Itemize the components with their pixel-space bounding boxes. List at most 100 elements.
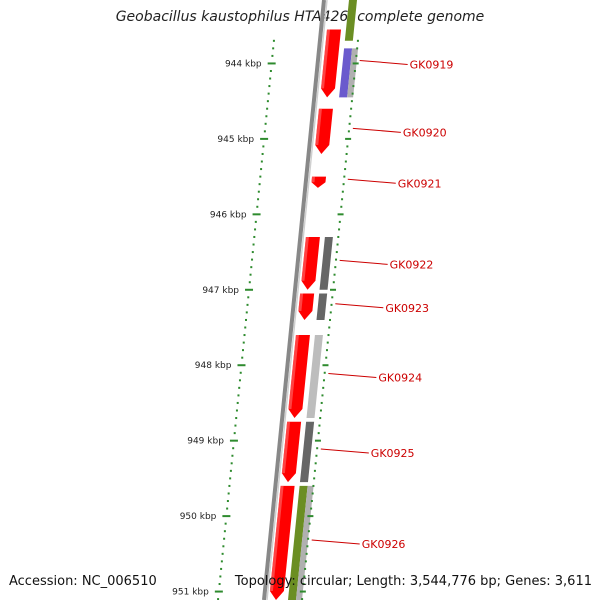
ruler-minor-dot [228,484,231,487]
gene-arrow-shine [315,108,322,145]
ruler-minor-dot [257,190,260,193]
ruler-minor-dot [238,379,241,382]
gene-label[interactable]: GK0921 [398,177,442,190]
track-tick [318,424,321,427]
gene-leader-line [347,178,396,184]
track-tick [315,454,318,457]
ruler-minor-dot [226,500,229,503]
gene-label[interactable]: GK0924 [378,372,422,385]
ruler-minor-dot [238,386,241,389]
track-tick [311,492,314,495]
gene-arrow[interactable] [288,335,310,419]
track-tick [301,598,304,600]
ruler-minor-dot [241,349,244,352]
track-tick [337,213,344,216]
ruler-minor-dot [223,530,226,533]
ruler-minor-dot [243,334,246,337]
gene-label[interactable]: GK0923 [385,302,429,315]
ruler-minor-dot [229,469,232,472]
track-tick [341,190,344,193]
ruler-minor-dot [262,145,265,148]
ruler-minor-dot [263,130,266,133]
genome-backbone [262,0,328,600]
track-tick [351,92,354,95]
ruler-tick-label: 945 kbp [217,135,254,145]
gene-label[interactable]: GK0925 [371,447,415,460]
kbp-ruler: 944 kbp 945 kbp 946 kbp 947 kbp 948 kbp 949 k… [172,39,359,600]
track-tick [348,122,351,125]
ruler-tick-label: 950 kbp [180,512,217,522]
ruler-minor-dot [236,401,239,404]
ruler-tick-label: 949 kbp [187,437,224,447]
track-tick [342,183,345,186]
ruler-minor-dot [245,318,248,321]
track-tick [329,311,332,314]
ruler-minor-dot [267,92,270,95]
track-tick [335,258,338,261]
ruler-minor-dot [241,356,244,359]
gene-arrow-shine [321,29,331,89]
track-tick [308,522,311,525]
ruler-minor-dot [242,341,245,344]
ruler-minor-dot [244,326,247,329]
gene-arrow-shine [311,176,316,183]
ruler-minor-dot [230,462,233,465]
gene-label[interactable]: GK0926 [362,538,406,551]
ruler-minor-dot [234,424,237,427]
ortholog-block [319,236,333,290]
backbone-line [262,0,326,600]
ruler-minor-dot [264,122,267,125]
ruler-minor-dot [254,220,257,223]
ruler-tick-label: 946 kbp [210,210,247,220]
ruler-minor-dot [246,303,249,306]
gene-arrow-shine [298,293,304,311]
track-tick [341,198,344,201]
gene-arrow[interactable] [269,485,295,600]
track-tick [355,54,358,57]
track-tick [314,462,317,465]
ruler-tick-label: 948 kbp [195,361,232,371]
gene-leader-line [359,59,408,65]
track-tick [345,152,348,155]
ruler-major-tick [267,62,276,65]
ortholog-block [296,485,314,600]
ruler-minor-dot [254,228,257,231]
track-tick [349,115,352,118]
gene-leader-line [352,127,401,133]
ruler-major-tick [237,364,246,367]
track-tick [325,349,328,352]
track-tick [353,77,356,80]
topology-text: Topology: circular; Length: 3,544,776 bp… [234,574,592,589]
track-tick [353,69,356,72]
gene-arrow[interactable] [311,176,327,188]
ruler-minor-dot [261,152,264,155]
track-tick [336,243,339,246]
ruler-major-tick [214,590,223,593]
ortholog-block [288,485,308,600]
track-tick [322,364,329,367]
track-tick [328,326,331,329]
ruler-minor-dot [271,54,274,57]
track-tick [331,296,334,299]
ruler-minor-dot [233,432,236,435]
track-tick [347,130,350,133]
ruler-minor-dot [220,567,223,570]
track-tick [304,560,307,563]
ruler-minor-dot [252,243,255,246]
track-tick [316,447,319,450]
ruler-minor-dot [260,160,263,163]
gene-label[interactable]: GK0922 [390,258,434,271]
track-tick [327,334,330,337]
ruler-minor-dot [227,492,230,495]
ruler-minor-dot [220,560,223,563]
track-tick [323,371,326,374]
gene-labels: GK0919 GK0920 GK0921 GK0922 GK0923 GK0924 GK09… [311,58,454,551]
ruler-tick-label: 947 kbp [202,286,239,296]
ruler-minor-dot [251,251,254,254]
track-tick [317,432,320,435]
gene-label[interactable]: GK0920 [403,126,447,139]
ruler-major-tick [252,213,261,216]
gene-label[interactable]: GK0919 [410,58,454,71]
track-tick [340,205,343,208]
